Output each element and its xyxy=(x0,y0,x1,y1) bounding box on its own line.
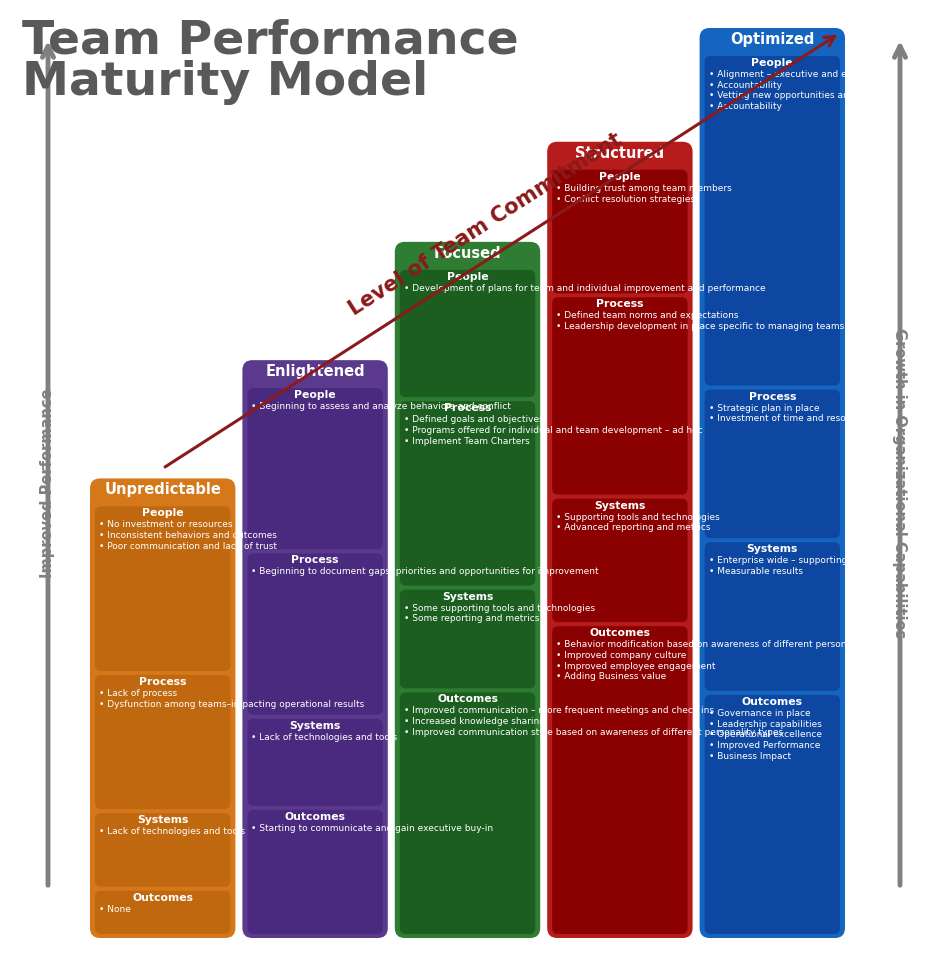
Text: • Alignment – executive and employee buy-in
• Accountability
• Vetting new oppor: • Alignment – executive and employee buy… xyxy=(708,70,942,111)
Text: People: People xyxy=(142,508,184,519)
FancyBboxPatch shape xyxy=(395,242,540,938)
Text: • Beginning to assess and analyze behaviors and conflict: • Beginning to assess and analyze behavi… xyxy=(252,402,512,412)
FancyBboxPatch shape xyxy=(248,719,382,806)
Text: • Strategic plan in place
• Investment of time and resources: • Strategic plan in place • Investment o… xyxy=(708,404,869,423)
Text: People: People xyxy=(599,172,641,182)
Text: • Starting to communicate and gain executive buy-in: • Starting to communicate and gain execu… xyxy=(252,824,494,833)
FancyBboxPatch shape xyxy=(95,506,231,671)
Text: Enlightened: Enlightened xyxy=(266,364,365,379)
FancyBboxPatch shape xyxy=(242,360,388,938)
Text: Outcomes: Outcomes xyxy=(284,811,346,822)
Text: • Improved communication – more frequent meetings and check ins
• Increased know: • Improved communication – more frequent… xyxy=(404,706,783,737)
FancyBboxPatch shape xyxy=(705,542,840,691)
Text: People: People xyxy=(752,58,793,68)
Text: • Behavior modification based on awareness of different personality types
• Impr: • Behavior modification based on awarene… xyxy=(556,640,894,681)
FancyBboxPatch shape xyxy=(705,695,840,934)
FancyBboxPatch shape xyxy=(399,693,535,934)
FancyBboxPatch shape xyxy=(547,142,692,938)
Text: • Defined team norms and expectations
• Leadership development in place specific: • Defined team norms and expectations • … xyxy=(556,311,844,331)
Text: • No investment or resources
• Inconsistent behaviors and outcomes
• Poor commun: • No investment or resources • Inconsist… xyxy=(99,521,277,551)
Text: Process: Process xyxy=(749,391,796,402)
Text: People: People xyxy=(447,271,488,282)
Text: Process: Process xyxy=(291,555,339,565)
Text: Team Performance: Team Performance xyxy=(22,18,519,63)
Text: Outcomes: Outcomes xyxy=(590,628,650,639)
FancyBboxPatch shape xyxy=(700,28,845,938)
Text: • Beginning to document gaps, priorities and opportunities for improvement: • Beginning to document gaps, priorities… xyxy=(252,567,599,577)
Text: • Lack of technologies and tools: • Lack of technologies and tools xyxy=(252,732,398,742)
FancyBboxPatch shape xyxy=(248,554,382,715)
FancyBboxPatch shape xyxy=(248,388,382,550)
FancyBboxPatch shape xyxy=(705,56,840,385)
Text: • Building trust among team members
• Conflict resolution strategies: • Building trust among team members • Co… xyxy=(556,184,732,204)
FancyBboxPatch shape xyxy=(399,270,535,397)
Text: Systems: Systems xyxy=(289,721,341,730)
Text: Process: Process xyxy=(596,299,643,309)
Text: • Enterprise wide – supporting tools and technologies
• Measurable results: • Enterprise wide – supporting tools and… xyxy=(708,556,942,576)
Text: Process: Process xyxy=(444,403,491,413)
Text: Maturity Model: Maturity Model xyxy=(22,60,429,105)
Text: Focused: Focused xyxy=(433,246,501,261)
Text: Systems: Systems xyxy=(747,544,798,554)
Text: • Governance in place
• Leadership capabilities
• Operational excellence
• Impro: • Governance in place • Leadership capab… xyxy=(708,709,821,761)
FancyBboxPatch shape xyxy=(90,478,236,938)
Text: Unpredictable: Unpredictable xyxy=(105,482,221,497)
FancyBboxPatch shape xyxy=(95,675,231,810)
Text: Optimized: Optimized xyxy=(730,32,815,47)
FancyBboxPatch shape xyxy=(248,810,382,934)
FancyBboxPatch shape xyxy=(95,813,231,887)
Text: Level of Team Commitment: Level of Team Commitment xyxy=(346,129,626,320)
Text: Improved Performance: Improved Performance xyxy=(41,388,56,578)
Text: • Development of plans for team and individual improvement and performance: • Development of plans for team and indi… xyxy=(404,284,766,293)
Text: Process: Process xyxy=(139,677,187,687)
Text: • Some supporting tools and technologies
• Some reporting and metrics: • Some supporting tools and technologies… xyxy=(404,604,595,623)
Text: • None: • None xyxy=(99,905,131,914)
FancyBboxPatch shape xyxy=(552,498,688,622)
FancyBboxPatch shape xyxy=(95,891,231,934)
Text: Growth in Organizational Capabilities: Growth in Organizational Capabilities xyxy=(892,327,907,639)
Text: Systems: Systems xyxy=(442,591,494,602)
Text: Outcomes: Outcomes xyxy=(741,696,803,707)
Text: People: People xyxy=(294,390,336,400)
Text: Systems: Systems xyxy=(137,815,188,825)
FancyBboxPatch shape xyxy=(552,626,688,934)
FancyBboxPatch shape xyxy=(705,389,840,538)
Text: Outcomes: Outcomes xyxy=(437,695,498,704)
Text: Structured: Structured xyxy=(576,146,664,160)
Text: • Lack of process
• Dysfunction among teams–impacting operational results: • Lack of process • Dysfunction among te… xyxy=(99,689,365,709)
FancyBboxPatch shape xyxy=(552,170,688,294)
FancyBboxPatch shape xyxy=(399,401,535,585)
Text: Systems: Systems xyxy=(594,500,645,511)
FancyBboxPatch shape xyxy=(399,589,535,689)
Text: • Supporting tools and technologies
• Advanced reporting and metrics: • Supporting tools and technologies • Ad… xyxy=(556,513,720,532)
Text: • Lack of technologies and tools: • Lack of technologies and tools xyxy=(99,827,245,837)
FancyBboxPatch shape xyxy=(552,298,688,495)
Text: • Defined goals and objectives
• Programs offered for individual and team develo: • Defined goals and objectives • Program… xyxy=(404,415,703,445)
Text: Outcomes: Outcomes xyxy=(132,893,193,902)
